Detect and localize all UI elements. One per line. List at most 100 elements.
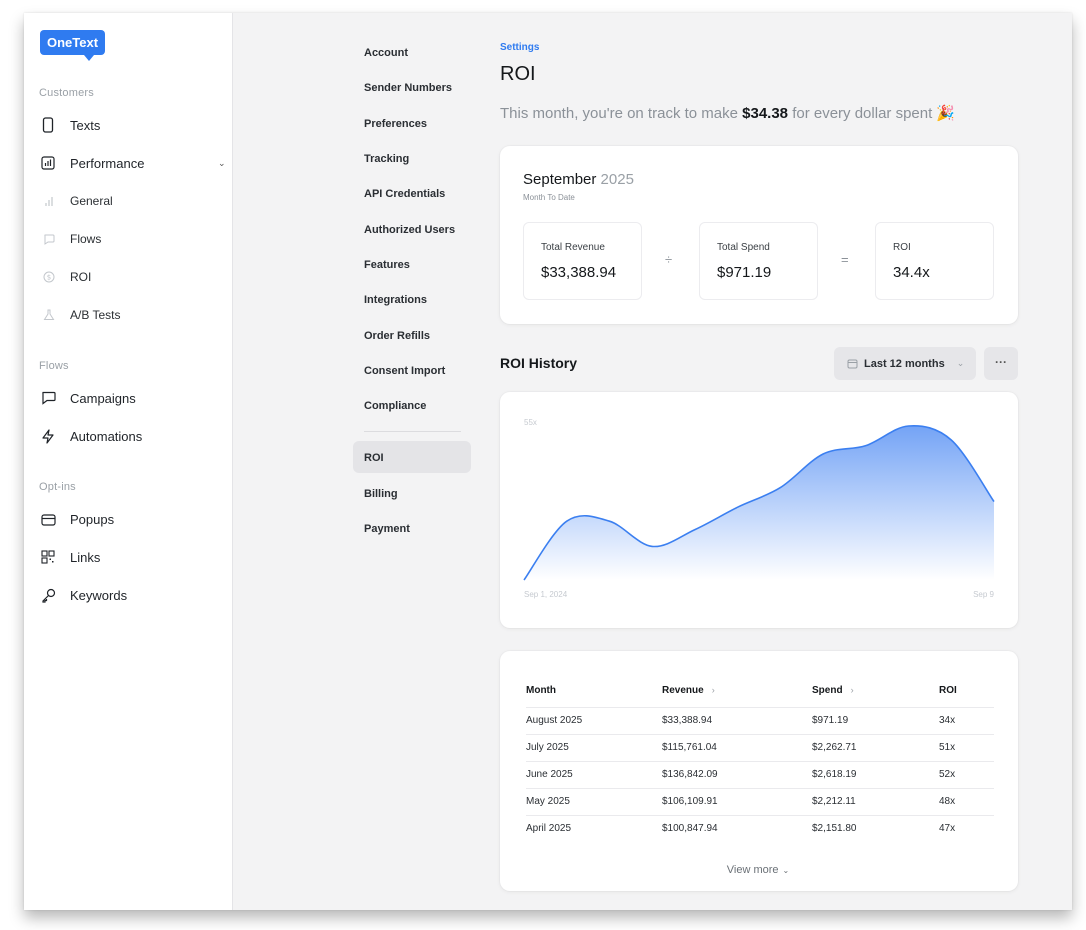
date-range-dropdown[interactable]: Last 12 months ⌄ xyxy=(834,347,976,380)
chart-point[interactable] xyxy=(603,515,615,527)
table-row: July 2025 $115,761.04 $2,262.71 51x xyxy=(526,734,994,761)
sidebar-item-keywords[interactable]: Keywords xyxy=(38,584,127,606)
section-label-customers: Customers xyxy=(39,87,94,99)
cell-spend: $971.19 xyxy=(812,707,939,734)
sidebar-item-label: Flows xyxy=(70,232,101,246)
chart-point[interactable] xyxy=(988,496,1000,508)
sidebar-item-label: A/B Tests xyxy=(70,308,120,322)
cell-month: August 2025 xyxy=(526,707,662,734)
total-spend-stat: Total Spend $971.19 xyxy=(699,222,818,300)
bar-chart-small-icon xyxy=(42,193,56,209)
chart-point[interactable] xyxy=(860,440,872,452)
chart-point[interactable] xyxy=(561,515,573,527)
month-year: 2025 xyxy=(601,171,634,188)
table-row: June 2025 $136,842.09 $2,618.19 52x xyxy=(526,761,994,788)
sidebar-item-label: Automations xyxy=(70,429,142,444)
roi-history-chart xyxy=(500,392,1018,628)
breadcrumb[interactable]: Settings xyxy=(500,42,539,53)
cell-roi: 34x xyxy=(939,707,994,734)
column-header-label: Revenue xyxy=(662,685,704,696)
cell-roi: 51x xyxy=(939,734,994,761)
sidebar-item-automations[interactable]: Automations xyxy=(38,425,142,447)
column-header-label: Month xyxy=(526,685,556,696)
settings-nav-order-refills[interactable]: Order Refills xyxy=(364,330,430,342)
column-header-revenue[interactable]: Revenue › xyxy=(662,675,812,707)
svg-text:$: $ xyxy=(47,274,51,282)
sidebar-item-links[interactable]: Links xyxy=(38,546,100,568)
chart-point[interactable] xyxy=(732,501,744,513)
x-axis-end-label: Sep 9 xyxy=(973,590,994,599)
chat-bubble-icon xyxy=(42,231,56,247)
settings-nav-tracking[interactable]: Tracking xyxy=(364,153,409,165)
chart-point[interactable] xyxy=(817,448,829,460)
sidebar-item-campaigns[interactable]: Campaigns xyxy=(38,387,136,409)
sidebar-item-roi[interactable]: $ ROI xyxy=(38,266,91,288)
settings-nav-consent-import[interactable]: Consent Import xyxy=(364,365,445,377)
chart-point[interactable] xyxy=(903,420,915,432)
settings-nav-payment[interactable]: Payment xyxy=(364,523,410,535)
sidebar-item-general[interactable]: General xyxy=(38,190,113,212)
month-summary-card: September 2025 Month To Date Total Reven… xyxy=(500,146,1018,324)
cell-month: May 2025 xyxy=(526,788,662,815)
chart-point[interactable] xyxy=(689,524,701,536)
sidebar-item-popups[interactable]: Popups xyxy=(38,508,114,530)
table-row: May 2025 $106,109.91 $2,212.11 48x xyxy=(526,788,994,815)
settings-nav-billing[interactable]: Billing xyxy=(364,488,398,500)
cell-revenue: $100,847.94 xyxy=(662,815,812,842)
view-more-label: View more xyxy=(727,864,779,876)
chevron-down-icon: ⌄ xyxy=(783,866,790,875)
chat-bubble-icon xyxy=(38,390,58,406)
equals-symbol: = xyxy=(841,252,849,267)
section-label-flows: Flows xyxy=(39,360,69,372)
chevron-down-icon[interactable]: ⌄ xyxy=(218,158,226,169)
settings-nav-account[interactable]: Account xyxy=(364,47,408,59)
section-label-opt-ins: Opt-ins xyxy=(39,481,76,493)
stat-value: $971.19 xyxy=(717,264,771,281)
sidebar-item-label: ROI xyxy=(70,270,91,284)
cell-revenue: $33,388.94 xyxy=(662,707,812,734)
settings-nav-roi[interactable]: ROI xyxy=(364,452,384,464)
chevron-right-icon: › xyxy=(851,685,854,695)
chart-point[interactable] xyxy=(774,482,786,494)
settings-nav-integrations[interactable]: Integrations xyxy=(364,294,427,306)
sidebar-item-performance[interactable]: Performance ⌄ xyxy=(38,152,144,174)
chart-point[interactable] xyxy=(518,574,530,586)
cell-revenue: $106,109.91 xyxy=(662,788,812,815)
sidebar-item-label: Texts xyxy=(70,118,100,133)
x-axis-start-label: Sep 1, 2024 xyxy=(524,590,567,599)
stat-value: 34.4x xyxy=(893,264,930,281)
roi-tagline: This month, you're on track to make $34.… xyxy=(500,104,955,122)
total-revenue-stat: Total Revenue $33,388.94 xyxy=(523,222,642,300)
settings-nav-compliance[interactable]: Compliance xyxy=(364,400,426,412)
sidebar-item-ab-tests[interactable]: A/B Tests xyxy=(38,304,120,326)
settings-nav-sender-numbers[interactable]: Sender Numbers xyxy=(364,82,452,94)
calendar-icon xyxy=(847,358,858,369)
dollar-circle-icon: $ xyxy=(42,269,56,285)
column-header-spend[interactable]: Spend › xyxy=(812,675,939,707)
month-subtitle: Month To Date xyxy=(523,193,575,202)
sidebar-item-label: General xyxy=(70,194,113,208)
settings-nav-api-credentials[interactable]: API Credentials xyxy=(364,188,445,200)
settings-nav-preferences[interactable]: Preferences xyxy=(364,118,427,130)
stat-label: Total Spend xyxy=(717,242,770,253)
view-more-button[interactable]: View more ⌄ xyxy=(500,864,1016,876)
sidebar-item-label: Campaigns xyxy=(70,391,136,406)
settings-nav-authorized-users[interactable]: Authorized Users xyxy=(364,224,455,236)
sidebar-item-flows[interactable]: Flows xyxy=(38,228,101,250)
stat-value: $33,388.94 xyxy=(541,264,616,281)
table-header-row: Month Revenue › Spend › ROI xyxy=(526,675,994,707)
chart-point[interactable] xyxy=(945,434,957,446)
logo[interactable]: OneText xyxy=(40,30,105,55)
more-options-button[interactable]: ··· xyxy=(984,347,1018,380)
sidebar-item-label: Links xyxy=(70,550,100,565)
settings-nav-features[interactable]: Features xyxy=(364,259,410,271)
cell-month: June 2025 xyxy=(526,761,662,788)
column-header-label: Spend xyxy=(812,685,843,696)
settings-nav-divider xyxy=(364,431,461,432)
cell-revenue: $136,842.09 xyxy=(662,761,812,788)
cell-roi: 48x xyxy=(939,788,994,815)
sidebar-item-texts[interactable]: Texts xyxy=(38,114,100,136)
chart-point[interactable] xyxy=(646,540,658,552)
sidebar-item-label: Keywords xyxy=(70,588,127,603)
app-window: OneText Customers Texts Performance ⌄ Ge… xyxy=(24,13,1072,910)
